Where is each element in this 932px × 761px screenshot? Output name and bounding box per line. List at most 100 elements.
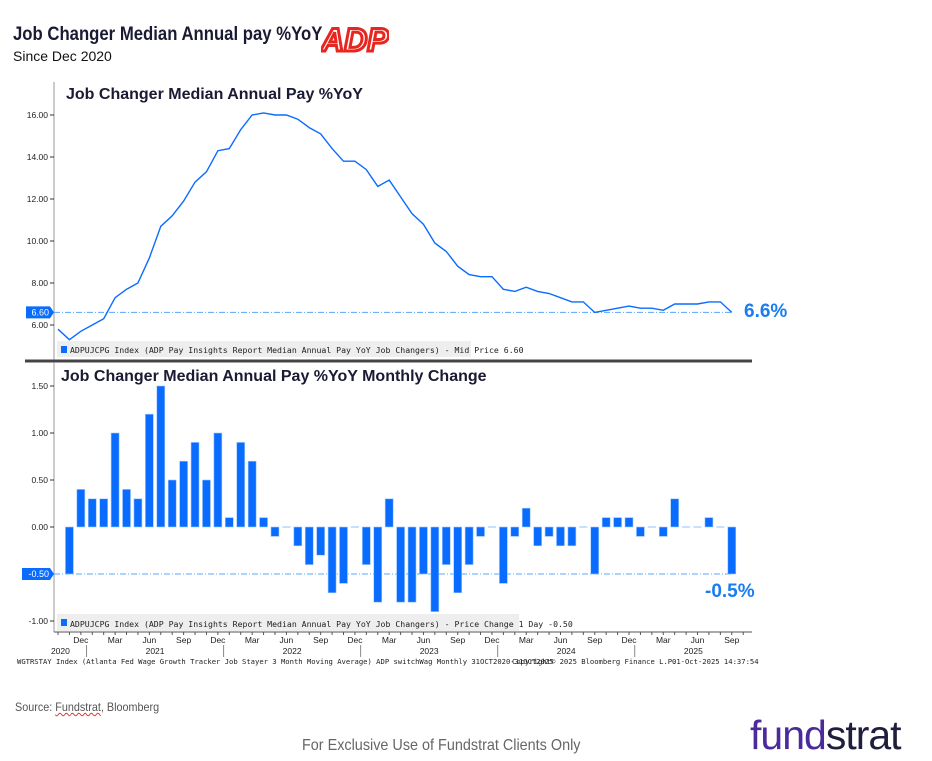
top-y-tick-label: 16.00: [27, 110, 49, 120]
bloomberg-timestamp: 01-Oct-2025 14:37:54: [672, 657, 759, 666]
bar: [316, 526, 325, 556]
bottom-y-tick-label: 1.00: [31, 428, 48, 438]
x-month-label: Mar: [656, 635, 671, 645]
x-month-label: Sep: [450, 635, 465, 645]
bar: [624, 517, 634, 528]
disclaimer: For Exclusive Use of Fundstrat Clients O…: [302, 737, 581, 754]
top-chart-title: Job Changer Median Annual Pay %YoY: [66, 86, 363, 103]
x-month-label: Dec: [621, 635, 637, 645]
bar: [190, 442, 200, 528]
bar: [110, 432, 120, 528]
x-year-label: 2023: [420, 646, 439, 656]
bar: [247, 460, 257, 528]
x-axis-ticks: Dec Mar Jun Sep Dec Mar Jun Sep Dec Mar Jun Sep Dec M…: [51, 632, 744, 657]
bar: [339, 526, 348, 584]
logo-part1: fund: [750, 712, 827, 758]
bar: [202, 479, 211, 528]
bar: [293, 526, 303, 547]
x-year-label: 2025: [684, 646, 703, 656]
bottom-y-tick-label: 0.00: [31, 522, 48, 532]
bar: [133, 498, 143, 528]
bar: [76, 489, 86, 528]
bottom-y-tick-label: 0.50: [31, 475, 48, 485]
top-legend-text: ADPUJCPG Index (ADP Pay Insights Report …: [70, 345, 524, 355]
bar: [179, 460, 188, 528]
bar: [236, 442, 246, 528]
bar: [464, 526, 474, 565]
bar: [510, 526, 520, 537]
bar: [327, 526, 337, 594]
bottom-callout: -0.5%: [705, 581, 755, 602]
x-month-label: Mar: [245, 635, 260, 645]
bar: [567, 526, 577, 547]
bar: [122, 489, 131, 528]
bar: [419, 526, 428, 575]
bottom-chart-title: Job Changer Median Annual Pay %YoY Month…: [61, 368, 487, 385]
bar: [670, 498, 679, 528]
source-prefix: Source:: [15, 700, 56, 714]
bars: [65, 385, 737, 612]
top-last-value-text: 6.60: [31, 307, 49, 317]
adp-logo: ADP: [321, 24, 389, 56]
bar: [87, 498, 97, 528]
x-year-label: 2024: [557, 646, 576, 656]
fundstrat-logo: fundstrat: [750, 712, 902, 759]
page-subtitle: Since Dec 2020: [13, 48, 112, 64]
bar: [407, 526, 417, 603]
bar: [430, 526, 440, 612]
x-month-label: Mar: [108, 635, 123, 645]
x-month-label: Mar: [519, 635, 534, 645]
top-y-tick-label: 12.00: [27, 194, 49, 204]
bar: [259, 517, 268, 528]
x-year-label: 2021: [146, 646, 165, 656]
bar: [373, 526, 383, 603]
top-y-tick-label: 10.00: [27, 236, 49, 246]
bar: [704, 517, 714, 528]
bar: [521, 507, 531, 528]
adp-logo-text: ADP: [321, 24, 389, 56]
bar: [156, 385, 166, 528]
x-month-label: Dec: [484, 635, 500, 645]
x-month-label: Sep: [176, 635, 191, 645]
bottom-last-value-tag: -0.50: [22, 568, 54, 580]
x-month-label: Sep: [587, 635, 602, 645]
bloomberg-copyright: Copyright© 2025 Bloomberg Finance L.P.: [512, 657, 676, 666]
top-series-line: [57, 112, 733, 341]
top-y-tick-label: 6.00: [31, 320, 48, 330]
x-month-label: Jun: [417, 635, 431, 645]
bar: [499, 526, 508, 584]
x-month-label: Jun: [143, 635, 157, 645]
bar: [658, 526, 668, 537]
bar: [556, 526, 565, 547]
page-title: Job Changer Median Annual pay %YoY: [13, 24, 323, 45]
bloomberg-description: WGTRSTAY Index (Atlanta Fed Wage Growth …: [17, 657, 554, 666]
bar: [533, 526, 542, 547]
bar: [476, 526, 485, 537]
bar: [544, 526, 554, 537]
bloomberg-chart: Job Changer Median Annual Pay %YoY 16.00…: [17, 82, 787, 666]
bar: [601, 517, 611, 528]
top-y-tick-label: 8.00: [31, 278, 48, 288]
bottom-y-ticks: 1.50 1.00 0.50 0.00 -1.00: [29, 381, 54, 626]
source-note: Source: Fundstrat, Bloomberg: [15, 700, 159, 714]
bottom-y-tick-label: -1.00: [29, 616, 49, 626]
bottom-legend-box: [57, 614, 519, 631]
top-last-value-tag: 6.60: [26, 306, 54, 319]
bar: [225, 517, 234, 528]
bar: [304, 526, 314, 565]
bar: [636, 526, 645, 537]
x-month-label: Mar: [382, 635, 397, 645]
source-fundstrat: Fundstrat: [55, 700, 101, 714]
bar: [145, 413, 154, 528]
bar: [213, 432, 223, 528]
x-month-label: Sep: [724, 635, 739, 645]
x-month-label: Jun: [280, 635, 294, 645]
top-legend-box: [57, 341, 471, 357]
x-month-label: Jun: [691, 635, 705, 645]
x-year-label: 2022: [283, 646, 302, 656]
bar: [727, 526, 737, 575]
bar: [453, 526, 463, 594]
bar: [613, 517, 622, 528]
x-month-label: Dec: [73, 635, 89, 645]
x-month-label: Dec: [210, 635, 226, 645]
